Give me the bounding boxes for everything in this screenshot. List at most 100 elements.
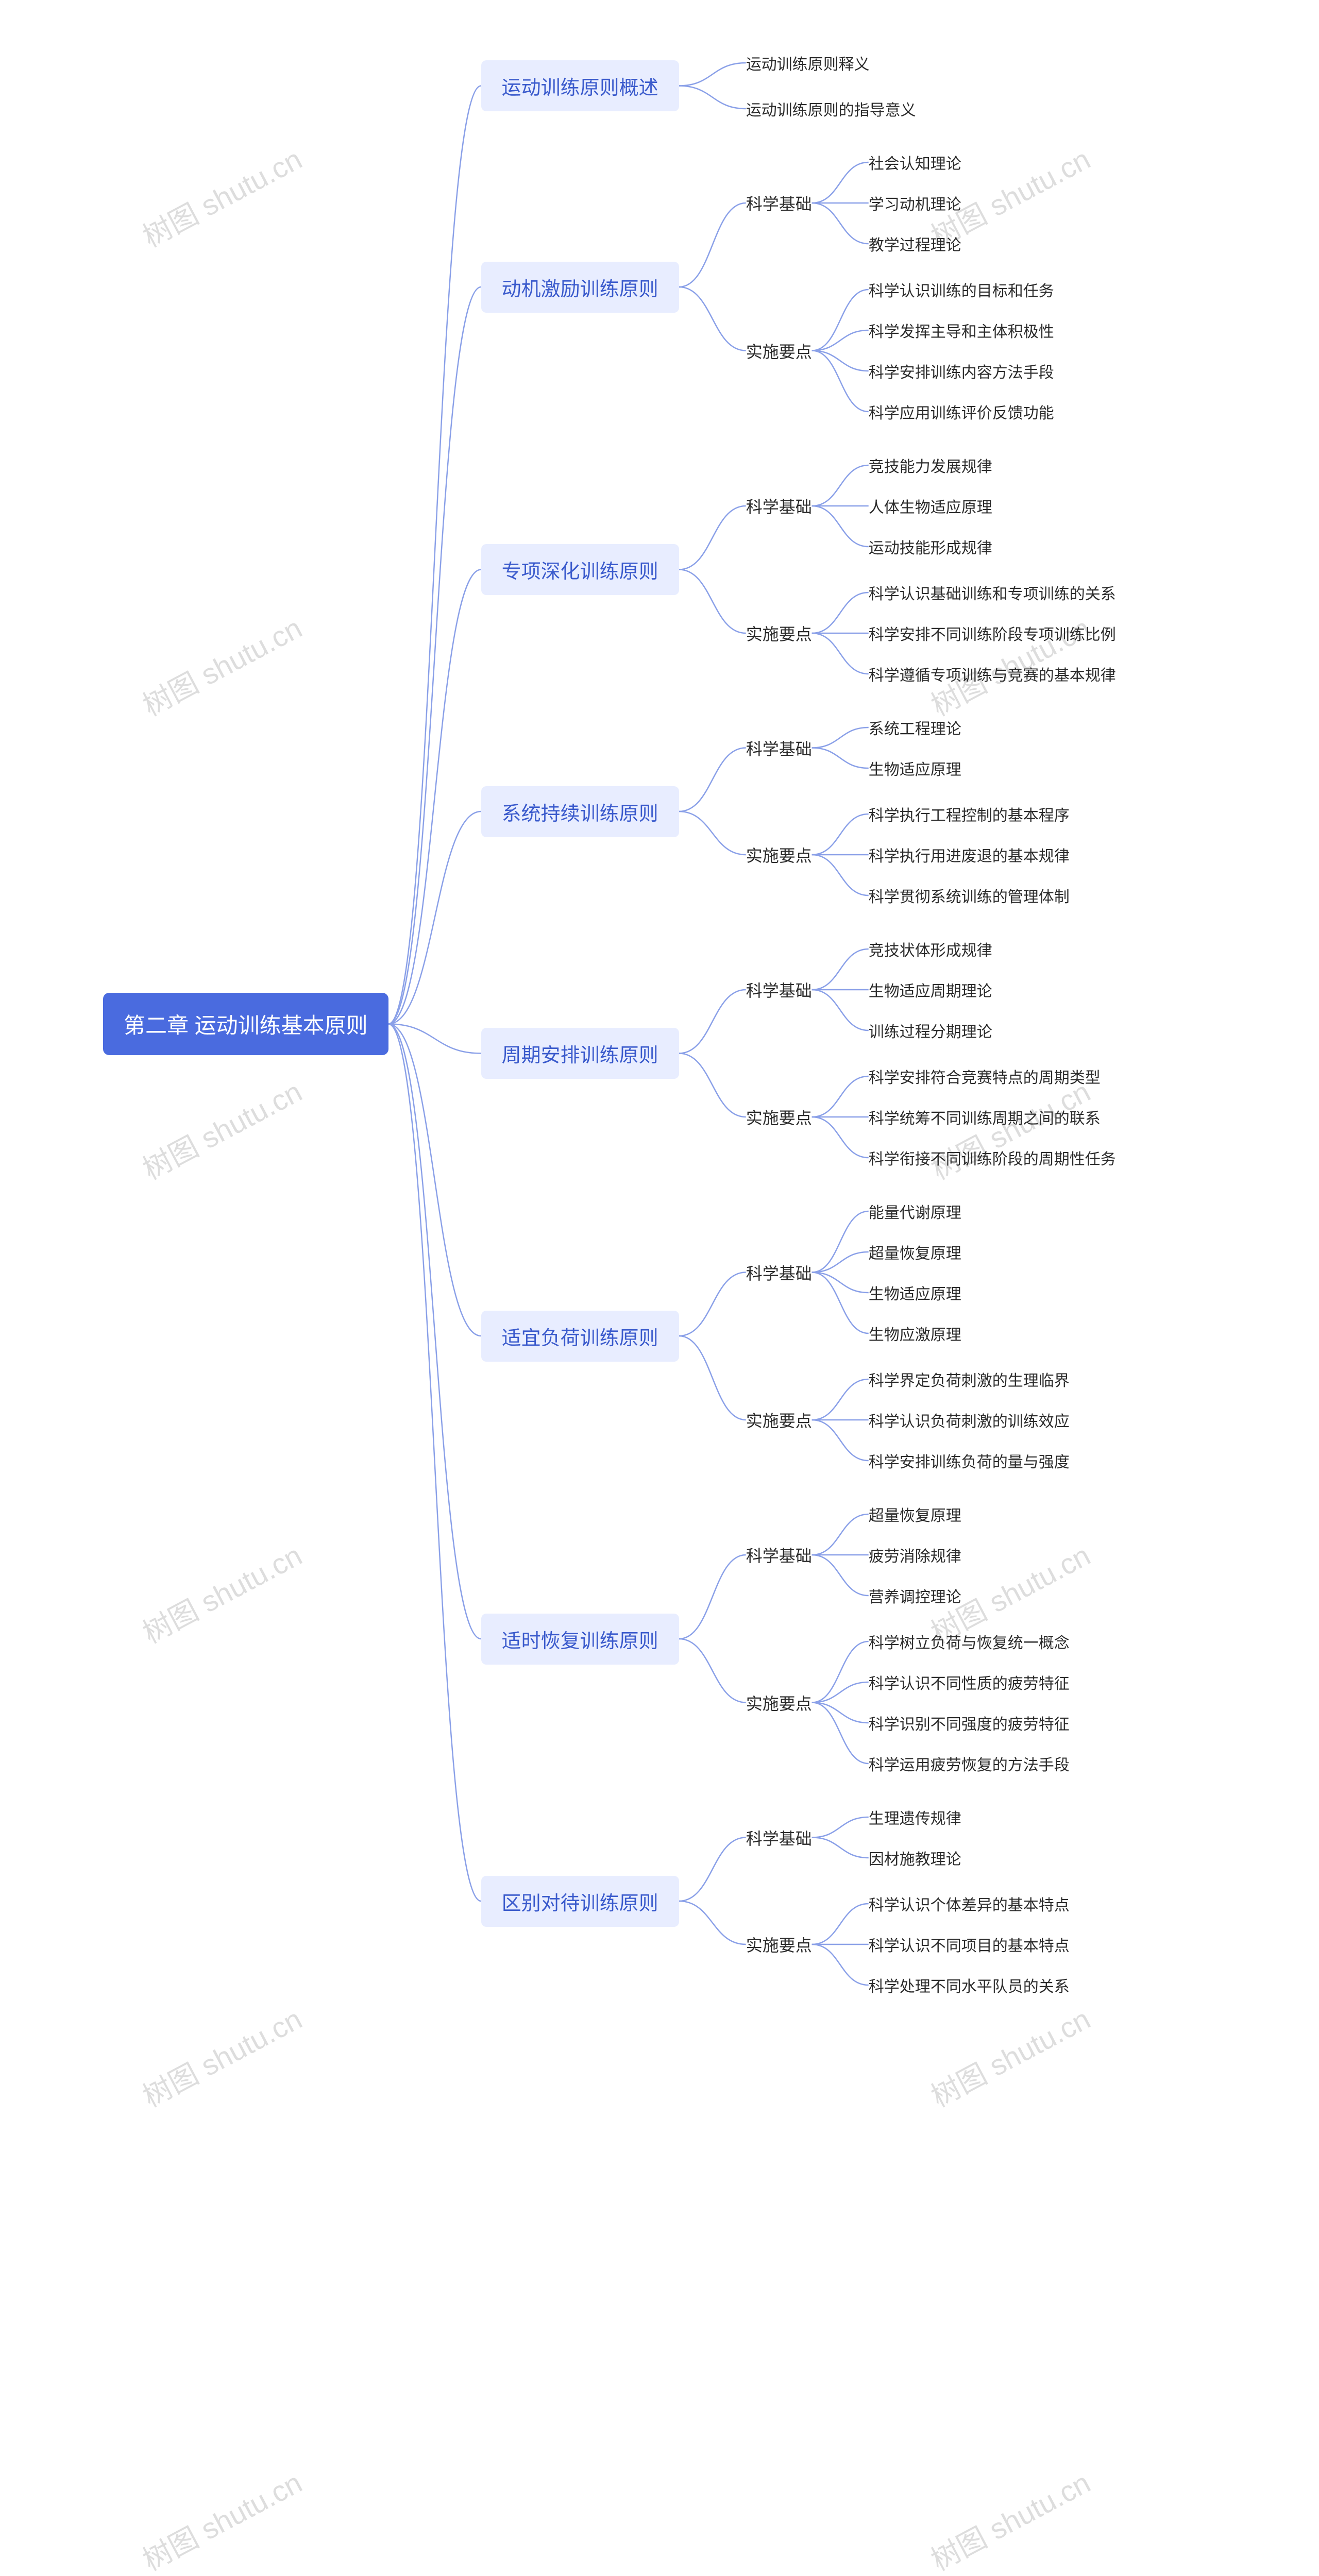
leaf-children: 科学界定负荷刺激的生理临界科学认识负荷刺激的训练效应科学安排训练负荷的量与强度 (869, 1368, 1070, 1472)
leaf-node: 人体生物适应原理 (869, 495, 992, 517)
leaf-node: 疲劳消除规律 (869, 1544, 961, 1566)
level3-node: 实施要点 (746, 843, 812, 867)
level2-node: 系统持续训练原则 (481, 786, 679, 837)
sub-children: 科学基础 能量代谢原理超量恢复原理生物适应原理生物应激原理实施要点 科学界定负荷刺激… (746, 1200, 1070, 1472)
leaf-node: 科学认识不同项目的基本特点 (869, 1933, 1070, 1956)
leaf-node: 科学认识负荷刺激的训练效应 (869, 1409, 1070, 1431)
level3-node: 实施要点 (746, 339, 812, 363)
leaf-node: 生理遗传规律 (869, 1806, 961, 1828)
branch-level2: 运动训练原则概述 运动训练原则释义运动训练原则的指导意义 (481, 52, 1116, 120)
leaf-node: 训练过程分期理论 (869, 1019, 992, 1042)
leaf-children: 科学执行工程控制的基本程序科学执行用进废退的基本规律科学贯彻系统训练的管理体制 (869, 803, 1070, 907)
sub-children: 科学基础 超量恢复原理疲劳消除规律营养调控理论实施要点 科学树立负荷与恢复统一概念科… (746, 1503, 1070, 1775)
leaf-node: 教学过程理论 (869, 232, 961, 255)
level3-group: 实施要点 科学树立负荷与恢复统一概念科学认识不同性质的疲劳特征科学识别不同强度的疲… (746, 1630, 1070, 1775)
level3-node: 科学基础 (746, 1261, 812, 1284)
level3-group: 实施要点 科学执行工程控制的基本程序科学执行用进废退的基本规律科学贯彻系统训练的管… (746, 803, 1070, 907)
level2-node: 动机激励训练原则 (481, 262, 679, 313)
branch-level2: 区别对待训练原则 科学基础生理遗传规律因材施教理论实施要点 科学认识个体差异的基本特… (481, 1806, 1116, 1996)
level3-group: 科学基础 能量代谢原理超量恢复原理生物适应原理生物应激原理 (746, 1200, 1070, 1345)
level3-node: 科学基础 (746, 978, 812, 1002)
level3-group: 实施要点 科学界定负荷刺激的生理临界科学认识负荷刺激的训练效应科学安排训练负荷的量… (746, 1368, 1070, 1472)
level3-node: 实施要点 (746, 621, 812, 645)
branch-level2: 适时恢复训练原则 科学基础 超量恢复原理疲劳消除规律营养调控理论实施要点 科学树立负荷… (481, 1503, 1116, 1775)
leaf-children: 科学认识个体差异的基本特点科学认识不同项目的基本特点科学处理不同水平队员的关系 (869, 1892, 1070, 1996)
level3-group: 科学基础社会认知理论学习动机理论教学过程理论 (746, 151, 1054, 255)
leaf-children: 超量恢复原理疲劳消除规律营养调控理论 (869, 1503, 961, 1607)
level3-node: 科学基础 (746, 1543, 812, 1567)
leaf-node: 生物适应原理 (869, 757, 961, 779)
leaf-children: 能量代谢原理超量恢复原理生物适应原理生物应激原理 (869, 1200, 961, 1345)
level2-node: 运动训练原则概述 (481, 60, 679, 111)
level3-group: 科学基础生理遗传规律因材施教理论 (746, 1806, 1070, 1869)
leaf-node: 科学发挥主导和主体积极性 (869, 319, 1054, 342)
leaf-node: 运动技能形成规律 (869, 535, 992, 558)
sub-children: 科学基础 系统工程理论生物适应原理实施要点 科学执行工程控制的基本程序科学执行用进废… (746, 716, 1070, 907)
level3-group: 科学基础竞技能力发展规律人体生物适应原理运动技能形成规律 (746, 454, 1116, 558)
leaf-node: 因材施教理论 (869, 1846, 961, 1869)
mindmap-container: 第二章 运动训练基本原则 运动训练原则概述 运动训练原则释义运动训练原则的指导意义… (103, 52, 1293, 1996)
leaf-children: 竞技状体形成规律生物适应周期理论训练过程分期理论 (869, 938, 992, 1042)
level2-node: 适时恢复训练原则 (481, 1614, 679, 1665)
level2-node: 区别对待训练原则 (481, 1876, 679, 1927)
leaf-children: 科学安排符合竞赛特点的周期类型科学统筹不同训练周期之间的联系科学衔接不同训练阶段… (869, 1065, 1116, 1169)
branch-level2: 系统持续训练原则 科学基础 系统工程理论生物适应原理实施要点 科学执行工程控制的基本程… (481, 716, 1116, 907)
leaf-node: 科学执行用进废退的基本规律 (869, 843, 1070, 866)
leaf-node: 科学安排不同训练阶段专项训练比例 (869, 622, 1116, 645)
leaf-node: 科学认识基础训练和专项训练的关系 (869, 581, 1116, 604)
sub-children: 运动训练原则释义运动训练原则的指导意义 (746, 52, 916, 120)
level3-group: 科学基础 超量恢复原理疲劳消除规律营养调控理论 (746, 1503, 1070, 1607)
leaf-node: 科学识别不同强度的疲劳特征 (869, 1711, 1070, 1734)
branch-level2: 适宜负荷训练原则 科学基础 能量代谢原理超量恢复原理生物适应原理生物应激原理实施要点… (481, 1200, 1116, 1472)
level2-node: 专项深化训练原则 (481, 544, 679, 595)
level3-node: 实施要点 (746, 1933, 812, 1956)
leaf-node: 生物适应周期理论 (869, 978, 992, 1001)
leaf-node: 科学遵循专项训练与竞赛的基本规律 (869, 663, 1116, 685)
level3-node: 实施要点 (746, 1691, 812, 1715)
branch-level2: 专项深化训练原则科学基础竞技能力发展规律人体生物适应原理运动技能形成规律实施要点… (481, 454, 1116, 685)
leaf-node: 科学认识个体差异的基本特点 (869, 1892, 1070, 1915)
leaf-node: 科学处理不同水平队员的关系 (869, 1974, 1070, 1996)
leaf-node: 竞技能力发展规律 (869, 454, 992, 477)
leaf-node: 科学认识不同性质的疲劳特征 (869, 1671, 1070, 1693)
sub-children: 科学基础竞技能力发展规律人体生物适应原理运动技能形成规律实施要点 科学认识基础训练… (746, 454, 1116, 685)
leaf-node: 营养调控理论 (869, 1584, 961, 1607)
level3-node: 科学基础 (746, 736, 812, 760)
sub-children: 科学基础 竞技状体形成规律生物适应周期理论训练过程分期理论实施要点 科学安排符合竞赛… (746, 938, 1116, 1169)
level3-group: 科学基础 系统工程理论生物适应原理 (746, 716, 1070, 779)
leaf-node: 运动训练原则的指导意义 (746, 97, 916, 120)
leaf-children: 竞技能力发展规律人体生物适应原理运动技能形成规律 (869, 454, 992, 558)
watermark-text: 树图 shutu.cn (134, 2460, 309, 2576)
leaf-node: 科学执行工程控制的基本程序 (869, 803, 1070, 825)
watermark-text: 树图 shutu.cn (923, 1996, 1097, 2115)
leaf-node: 能量代谢原理 (869, 1200, 961, 1223)
level2-node: 周期安排训练原则 (481, 1028, 679, 1079)
leaf-children: 社会认知理论学习动机理论教学过程理论 (869, 151, 961, 255)
leaf-node: 生物应激原理 (869, 1322, 961, 1345)
level3-node: 实施要点 (746, 1105, 812, 1129)
level3-node: 实施要点 (746, 1408, 812, 1432)
leaf-node: 科学应用训练评价反馈功能 (869, 400, 1054, 423)
leaf-node: 科学安排训练内容方法手段 (869, 360, 1054, 382)
leaf-children: 科学认识训练的目标和任务科学发挥主导和主体积极性科学安排训练内容方法手段科学应用… (869, 278, 1054, 423)
leaf-node: 运动训练原则释义 (746, 52, 916, 74)
children-container: 运动训练原则概述运动训练原则释义运动训练原则的指导意义动机激励训练原则科学基础社… (481, 52, 1116, 1996)
level2-node: 适宜负荷训练原则 (481, 1311, 679, 1362)
leaf-node: 科学认识训练的目标和任务 (869, 278, 1054, 301)
leaf-children: 科学树立负荷与恢复统一概念科学认识不同性质的疲劳特征科学识别不同强度的疲劳特征科… (869, 1630, 1070, 1775)
leaf-node: 系统工程理论 (869, 716, 961, 739)
level3-group: 科学基础 竞技状体形成规律生物适应周期理论训练过程分期理论 (746, 938, 1116, 1042)
level3-group: 实施要点 科学认识训练的目标和任务科学发挥主导和主体积极性科学安排训练内容方法手段… (746, 278, 1054, 423)
leaf-node: 学习动机理论 (869, 192, 961, 214)
leaf-node: 竞技状体形成规律 (869, 938, 992, 960)
sub-children: 科学基础生理遗传规律因材施教理论实施要点 科学认识个体差异的基本特点科学认识不同项… (746, 1806, 1070, 1996)
branch-level2: 周期安排训练原则 科学基础 竞技状体形成规律生物适应周期理论训练过程分期理论实施要点… (481, 938, 1116, 1169)
leaf-children: 系统工程理论生物适应原理 (869, 716, 961, 779)
root-node: 第二章 运动训练基本原则 (103, 993, 388, 1055)
sub-children: 科学基础社会认知理论学习动机理论教学过程理论实施要点 科学认识训练的目标和任务科学… (746, 151, 1054, 423)
watermark-text: 树图 shutu.cn (923, 2460, 1097, 2576)
level3-group: 实施要点 科学认识基础训练和专项训练的关系科学安排不同训练阶段专项训练比例科学遵循… (746, 581, 1116, 685)
leaf-node: 科学界定负荷刺激的生理临界 (869, 1368, 1070, 1391)
leaf-node: 科学衔接不同训练阶段的周期性任务 (869, 1146, 1116, 1169)
leaf-node: 生物适应原理 (869, 1281, 961, 1304)
